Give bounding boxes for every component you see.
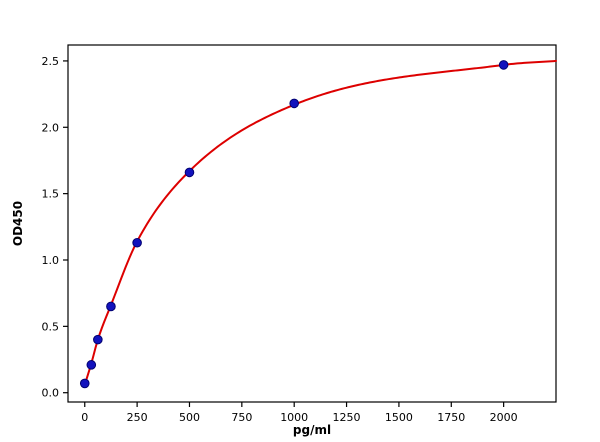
y-tick-label: 0.0 — [42, 387, 60, 400]
x-tick-label: 500 — [179, 411, 200, 424]
x-tick-label: 250 — [127, 411, 148, 424]
x-tick-label: 2000 — [490, 411, 518, 424]
y-tick-label: 0.5 — [42, 320, 60, 333]
y-tick-label: 1.5 — [42, 188, 60, 201]
data-point — [289, 98, 299, 109]
data-point — [184, 167, 195, 178]
data-point — [498, 60, 509, 70]
x-tick-label: 1000 — [280, 411, 308, 424]
data-point — [132, 237, 142, 248]
data-point — [93, 334, 103, 345]
data-point — [86, 360, 97, 370]
plot-border — [67, 44, 557, 403]
fit-curve — [83, 59, 557, 386]
x-tick-label: 0 — [81, 411, 88, 424]
x-tick-label: 1750 — [437, 411, 465, 424]
x-tick-label: 1250 — [333, 411, 361, 424]
y-tick-label: 2.5 — [42, 55, 60, 68]
y-tick-label: 1.0 — [42, 254, 60, 267]
x-tick-label: 1500 — [385, 411, 413, 424]
data-point — [79, 378, 90, 389]
x-tick-label: 750 — [231, 411, 252, 424]
data-point — [106, 301, 116, 312]
y-tick-label: 2.0 — [42, 121, 60, 134]
x-axis-label: pg/ml — [293, 423, 331, 437]
y-axis-label: OD450 — [11, 201, 25, 246]
